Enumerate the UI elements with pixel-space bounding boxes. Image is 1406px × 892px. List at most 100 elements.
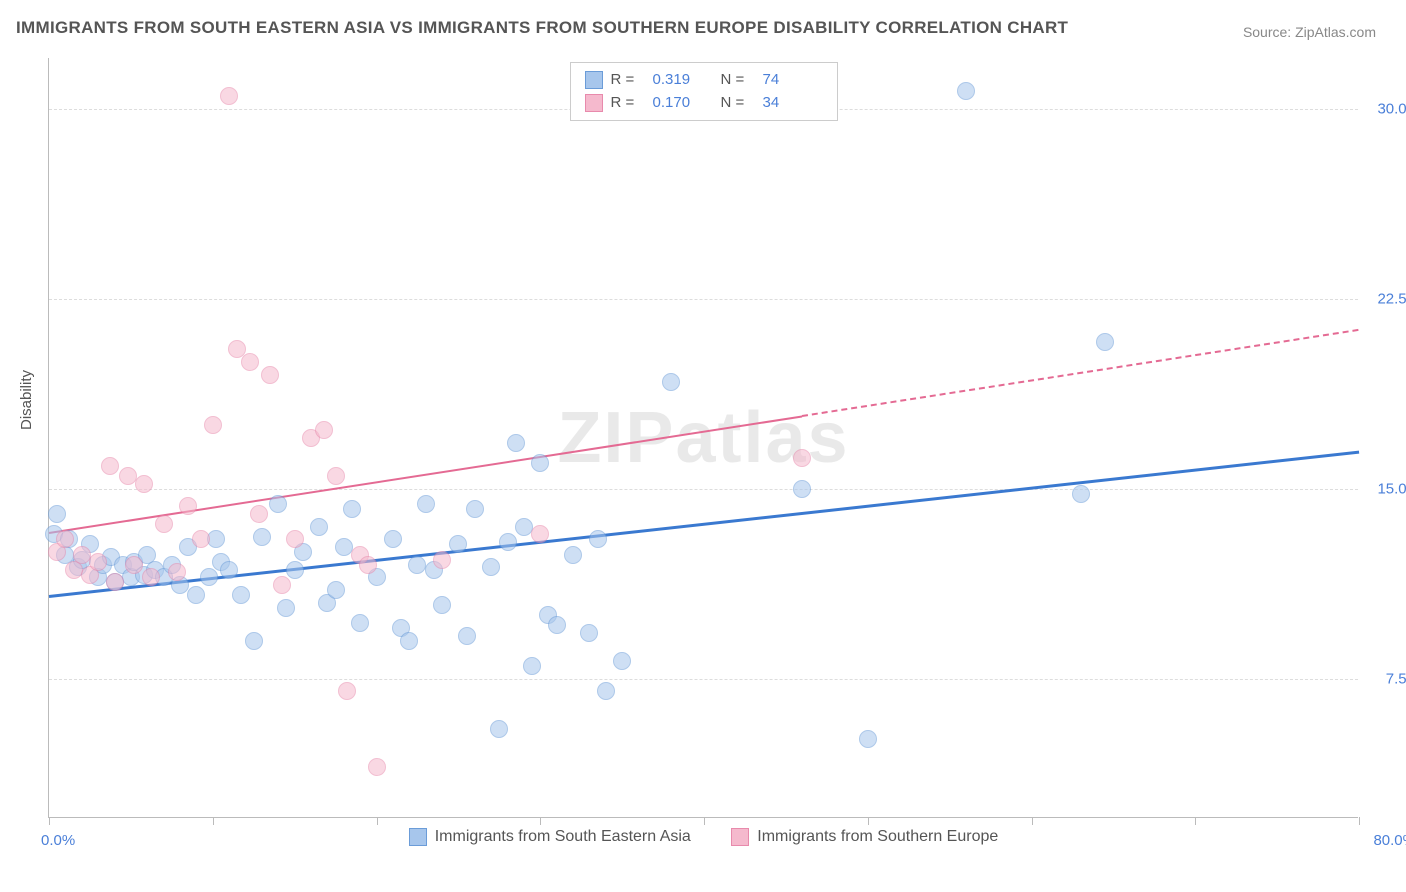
scatter-point bbox=[232, 586, 250, 604]
scatter-point bbox=[142, 568, 160, 586]
scatter-point bbox=[155, 515, 173, 533]
scatter-point bbox=[101, 457, 119, 475]
scatter-point bbox=[449, 535, 467, 553]
scatter-point bbox=[269, 495, 287, 513]
chart-container: IMMIGRANTS FROM SOUTH EASTERN ASIA VS IM… bbox=[0, 0, 1406, 892]
scatter-point bbox=[56, 530, 74, 548]
legend-item-a: Immigrants from South Eastern Asia bbox=[409, 828, 691, 846]
legend-r-label-b: R = bbox=[611, 92, 645, 115]
scatter-point bbox=[564, 546, 582, 564]
x-tick bbox=[704, 817, 705, 825]
scatter-point bbox=[250, 505, 268, 523]
scatter-point bbox=[433, 596, 451, 614]
scatter-point bbox=[580, 624, 598, 642]
scatter-point bbox=[589, 530, 607, 548]
x-max-label: 80.0% bbox=[1373, 832, 1406, 849]
scatter-point bbox=[531, 525, 549, 543]
scatter-point bbox=[400, 632, 418, 650]
scatter-point bbox=[253, 528, 271, 546]
scatter-point bbox=[523, 657, 541, 675]
scatter-point bbox=[125, 556, 143, 574]
scatter-point bbox=[613, 652, 631, 670]
x-tick bbox=[540, 817, 541, 825]
legend-swatch-b bbox=[585, 94, 603, 112]
scatter-point bbox=[335, 538, 353, 556]
scatter-point bbox=[48, 505, 66, 523]
trend-line bbox=[802, 329, 1359, 417]
scatter-point bbox=[384, 530, 402, 548]
trend-line bbox=[49, 451, 1359, 598]
source-attribution: Source: ZipAtlas.com bbox=[1243, 24, 1376, 40]
scatter-point bbox=[286, 561, 304, 579]
scatter-point bbox=[179, 497, 197, 515]
scatter-point bbox=[408, 556, 426, 574]
scatter-point bbox=[135, 475, 153, 493]
scatter-point bbox=[220, 87, 238, 105]
scatter-point bbox=[515, 518, 533, 536]
scatter-point bbox=[531, 454, 549, 472]
scatter-point bbox=[200, 568, 218, 586]
scatter-point bbox=[273, 576, 291, 594]
legend-row-series-a: R = 0.319 N = 74 bbox=[585, 69, 823, 92]
scatter-point bbox=[286, 530, 304, 548]
scatter-point bbox=[192, 530, 210, 548]
legend-n-label-b: N = bbox=[721, 92, 755, 115]
scatter-point bbox=[359, 556, 377, 574]
scatter-point bbox=[1072, 485, 1090, 503]
scatter-point bbox=[507, 434, 525, 452]
legend-swatch-a bbox=[585, 71, 603, 89]
x-tick bbox=[1359, 817, 1360, 825]
legend-swatch-bottom-b bbox=[731, 828, 749, 846]
legend-r-value-b: 0.170 bbox=[653, 92, 713, 115]
watermark-atlas: atlas bbox=[675, 398, 849, 478]
legend-row-series-b: R = 0.170 N = 34 bbox=[585, 92, 823, 115]
legend-n-value-b: 34 bbox=[763, 92, 823, 115]
scatter-point bbox=[89, 553, 107, 571]
scatter-point bbox=[261, 366, 279, 384]
legend-r-label-a: R = bbox=[611, 69, 645, 92]
scatter-point bbox=[597, 682, 615, 700]
scatter-point bbox=[343, 500, 361, 518]
scatter-point bbox=[327, 581, 345, 599]
scatter-point bbox=[106, 573, 124, 591]
legend-swatch-bottom-a bbox=[409, 828, 427, 846]
legend-r-value-a: 0.319 bbox=[653, 69, 713, 92]
y-axis-label: Disability bbox=[18, 370, 35, 430]
scatter-point bbox=[957, 82, 975, 100]
y-tick-label: 22.5% bbox=[1377, 290, 1406, 307]
scatter-point bbox=[368, 758, 386, 776]
legend-correlation-box: R = 0.319 N = 74 R = 0.170 N = 34 bbox=[570, 62, 838, 121]
grid-line bbox=[49, 299, 1358, 300]
scatter-point bbox=[277, 599, 295, 617]
scatter-point bbox=[466, 500, 484, 518]
scatter-point bbox=[73, 546, 91, 564]
scatter-point bbox=[168, 563, 186, 581]
legend-label-b: Immigrants from Southern Europe bbox=[757, 828, 998, 846]
x-tick bbox=[213, 817, 214, 825]
scatter-point bbox=[548, 616, 566, 634]
scatter-point bbox=[119, 467, 137, 485]
legend-series-names: Immigrants from South Eastern Asia Immig… bbox=[49, 828, 1358, 851]
x-tick bbox=[1195, 817, 1196, 825]
scatter-point bbox=[482, 558, 500, 576]
scatter-point bbox=[662, 373, 680, 391]
scatter-point bbox=[433, 551, 451, 569]
y-tick-label: 7.5% bbox=[1386, 670, 1406, 687]
scatter-point bbox=[315, 421, 333, 439]
x-tick bbox=[868, 817, 869, 825]
scatter-point bbox=[793, 480, 811, 498]
legend-item-b: Immigrants from Southern Europe bbox=[731, 828, 998, 846]
scatter-point bbox=[220, 561, 238, 579]
x-min-label: 0.0% bbox=[41, 832, 75, 849]
scatter-point bbox=[859, 730, 877, 748]
chart-title: IMMIGRANTS FROM SOUTH EASTERN ASIA VS IM… bbox=[16, 18, 1068, 38]
legend-n-label-a: N = bbox=[721, 69, 755, 92]
scatter-point bbox=[245, 632, 263, 650]
scatter-point bbox=[490, 720, 508, 738]
scatter-point bbox=[327, 467, 345, 485]
plot-area: ZIPatlas R = 0.319 N = 74 R = 0.170 N = … bbox=[48, 58, 1358, 818]
x-tick bbox=[1032, 817, 1033, 825]
scatter-point bbox=[204, 416, 222, 434]
scatter-point bbox=[241, 353, 259, 371]
x-tick bbox=[377, 817, 378, 825]
